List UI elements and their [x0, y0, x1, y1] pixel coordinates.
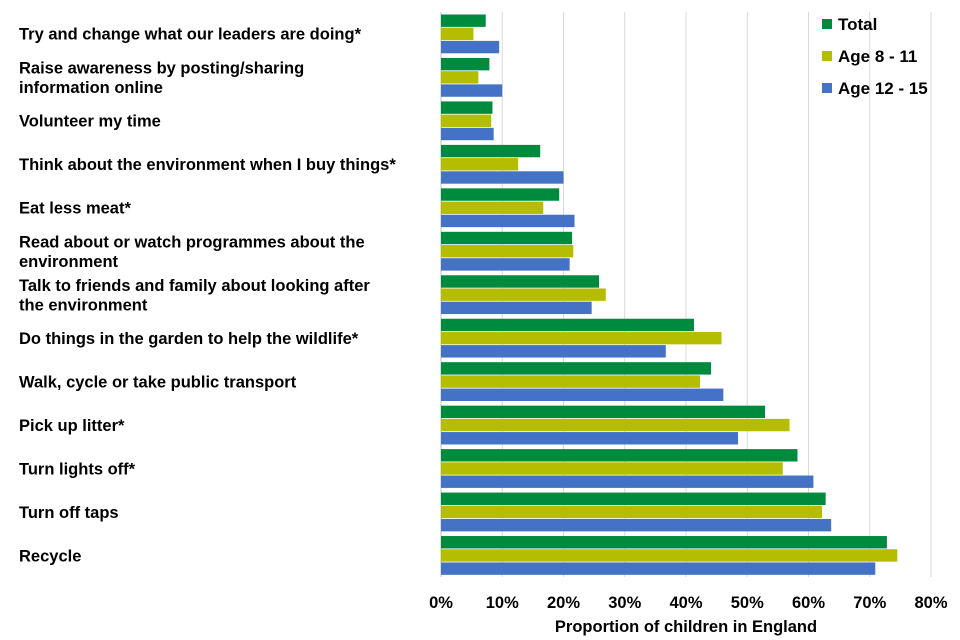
bar-total: [441, 144, 541, 158]
bar-total: [441, 57, 490, 71]
category-label: Turn off taps: [19, 504, 119, 522]
bar-total: [441, 14, 486, 27]
legend: Total Age 8 - 11 Age 12 - 15: [822, 15, 928, 98]
bar-age-8-11: [441, 549, 898, 562]
bar-age-8-11: [441, 418, 790, 432]
category-label: Read about or watch programmes about the: [19, 233, 365, 251]
category-label: Turn lights off*: [19, 460, 136, 478]
category-label: Talk to friends and family about looking…: [19, 277, 370, 295]
legend-label: Age 8 - 11: [838, 47, 917, 66]
x-tick-labels: 0% 10% 20% 30% 40% 50% 60% 70% 80%: [429, 594, 948, 612]
bar-age-12-15: [441, 84, 503, 97]
bar-age-8-11: [441, 288, 606, 301]
bar-age-12-15: [441, 518, 832, 532]
category-label: Walk, cycle or take public transport: [19, 373, 297, 391]
legend-label: Total: [838, 15, 877, 34]
bar-age-8-11: [441, 505, 822, 519]
bar-total: [441, 449, 798, 462]
bars: [441, 14, 898, 575]
bar-age-8-11: [441, 27, 474, 41]
legend-swatch: [822, 83, 832, 93]
bar-age-12-15: [441, 301, 592, 315]
bar-age-12-15: [441, 475, 814, 488]
x-tick-label: 70%: [853, 594, 886, 612]
bar-age-12-15: [441, 214, 575, 228]
bar-age-12-15: [441, 258, 570, 271]
bar-total: [441, 101, 493, 114]
bar-age-12-15: [441, 40, 500, 54]
bar-age-12-15: [441, 562, 876, 575]
category-label: Eat less meat*: [19, 200, 131, 218]
category-label: information online: [19, 79, 163, 97]
bar-age-12-15: [441, 171, 564, 184]
x-tick-label: 20%: [547, 594, 580, 612]
x-tick-label: 60%: [792, 594, 825, 612]
category-label: Do things in the garden to help the wild…: [19, 330, 359, 348]
category-label: Raise awareness by posting/sharing: [19, 59, 304, 77]
category-label: Recycle: [19, 547, 81, 565]
bar-age-8-11: [441, 71, 479, 84]
bar-age-12-15: [441, 345, 666, 358]
category-label: the environment: [19, 296, 148, 314]
category-label: Pick up litter*: [19, 417, 125, 435]
x-tick-label: 40%: [669, 594, 702, 612]
legend-swatch: [822, 51, 832, 61]
category-label: environment: [19, 253, 119, 271]
bar-age-8-11: [441, 375, 701, 388]
bar-age-8-11: [441, 331, 722, 345]
bar-age-8-11: [441, 201, 544, 214]
bar-total: [441, 362, 712, 375]
x-tick-label: 0%: [429, 594, 453, 612]
bar-total: [441, 275, 600, 288]
bar-age-12-15: [441, 388, 724, 401]
bar-total: [441, 492, 826, 505]
bar-total: [441, 536, 887, 549]
bar-total: [441, 188, 560, 201]
legend-label: Age 12 - 15: [838, 79, 928, 98]
x-axis-title: Proportion of children in England: [555, 618, 817, 636]
category-label: Think about the environment when I buy t…: [19, 156, 396, 174]
category-label: Try and change what our leaders are doin…: [19, 26, 362, 44]
legend-swatch: [822, 19, 832, 29]
bar-age-8-11: [441, 114, 492, 128]
category-label: Volunteer my time: [19, 113, 161, 131]
bar-age-8-11: [441, 462, 783, 475]
bar-age-12-15: [441, 432, 739, 445]
x-tick-label: 10%: [486, 594, 519, 612]
bar-age-8-11: [441, 158, 519, 171]
x-tick-label: 50%: [731, 594, 764, 612]
bar-age-8-11: [441, 245, 574, 258]
gridlines: [440, 12, 932, 577]
category-labels: Try and change what our leaders are doin…: [19, 26, 396, 566]
bar-total: [441, 405, 766, 419]
x-tick-label: 30%: [608, 594, 641, 612]
bar-total: [441, 318, 694, 332]
bar-total: [441, 231, 573, 245]
x-tick-label: 80%: [914, 594, 947, 612]
bar-age-12-15: [441, 127, 494, 141]
